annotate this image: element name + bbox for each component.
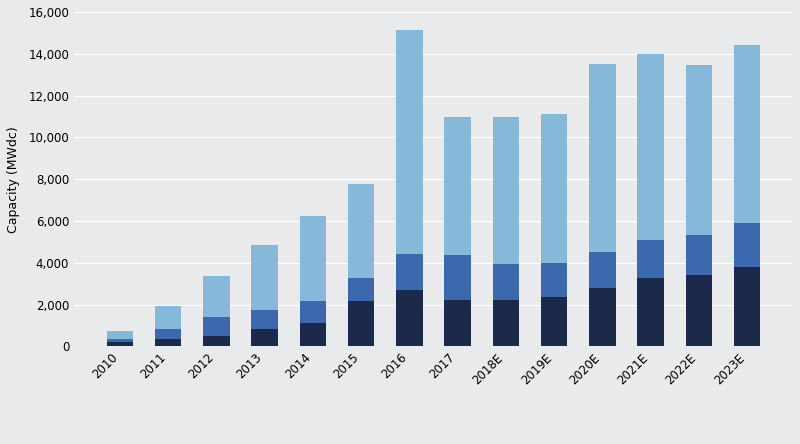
Bar: [396, 30, 422, 254]
Bar: [155, 339, 182, 346]
Bar: [106, 331, 134, 339]
Y-axis label: Capacity (MWdc): Capacity (MWdc): [7, 126, 20, 233]
Bar: [638, 54, 664, 240]
Bar: [589, 252, 616, 288]
Bar: [734, 267, 760, 346]
Bar: [444, 255, 471, 300]
Bar: [300, 323, 326, 346]
Bar: [155, 329, 182, 339]
Bar: [251, 329, 278, 346]
Bar: [444, 300, 471, 346]
Bar: [106, 342, 134, 346]
Bar: [589, 64, 616, 252]
Bar: [348, 184, 374, 278]
Bar: [348, 278, 374, 301]
Bar: [493, 118, 519, 264]
Bar: [251, 310, 278, 329]
Bar: [300, 216, 326, 301]
Bar: [203, 317, 230, 336]
Bar: [493, 264, 519, 300]
Bar: [734, 45, 760, 223]
Bar: [638, 240, 664, 278]
Bar: [493, 300, 519, 346]
Bar: [541, 263, 567, 297]
Bar: [396, 290, 422, 346]
Bar: [251, 245, 278, 310]
Bar: [396, 254, 422, 290]
Bar: [203, 336, 230, 346]
Bar: [686, 234, 712, 275]
Bar: [734, 223, 760, 267]
Bar: [541, 297, 567, 346]
Bar: [444, 118, 471, 255]
Bar: [686, 275, 712, 346]
Bar: [348, 301, 374, 346]
Bar: [300, 301, 326, 323]
Bar: [589, 288, 616, 346]
Bar: [638, 278, 664, 346]
Bar: [155, 305, 182, 329]
Bar: [686, 65, 712, 234]
Bar: [106, 339, 134, 342]
Bar: [203, 276, 230, 317]
Bar: [541, 115, 567, 263]
